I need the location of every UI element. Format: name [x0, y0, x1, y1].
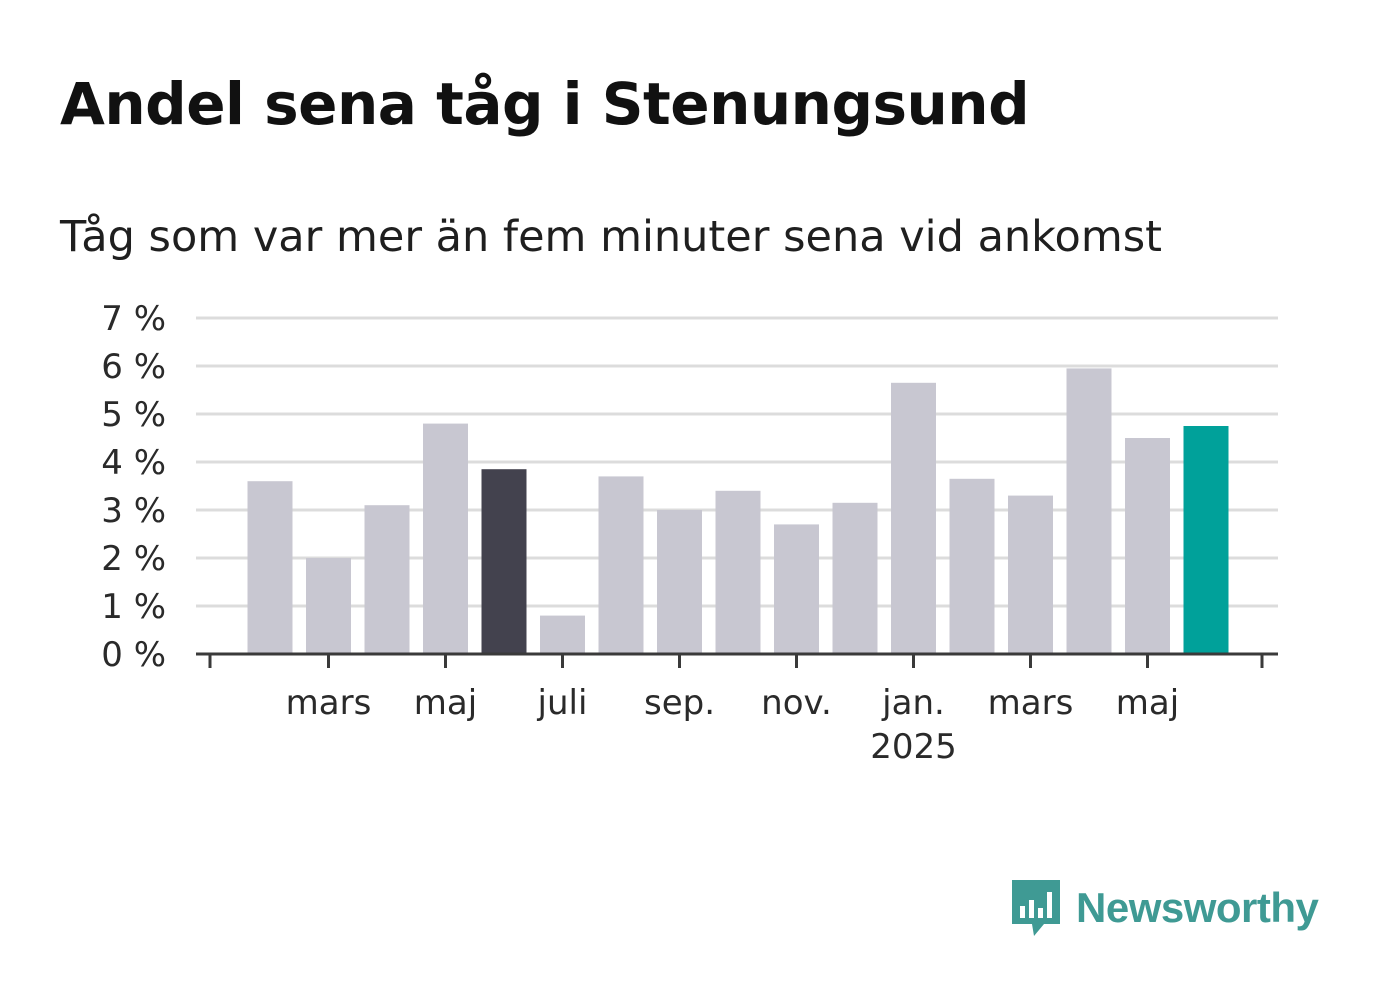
- bar-2025-05[interactable]: [1125, 438, 1170, 654]
- y-axis-ticks: 0 % 1 % 2 % 3 % 4 % 5 % 6 % 7 %: [101, 299, 166, 675]
- x-tick-label: maj: [1116, 683, 1179, 723]
- x-tick-label: maj: [414, 683, 477, 723]
- y-tick-label: 7 %: [101, 299, 166, 339]
- x-tick-label: juli: [537, 683, 588, 723]
- bar-2025-06[interactable]: [1183, 426, 1229, 654]
- bar-2025-02[interactable]: [949, 478, 995, 654]
- x-tick-label: sep.: [644, 683, 715, 723]
- y-tick-label: 5 %: [101, 395, 166, 435]
- bar-2024-12[interactable]: [832, 502, 878, 654]
- bar-2025-03[interactable]: [1008, 495, 1053, 654]
- bar-2024-02[interactable]: [247, 481, 293, 654]
- chart-title: Andel sena tåg i Stenungsund: [60, 70, 1030, 138]
- x-axis: [196, 652, 1278, 668]
- brand-name: Newsworthy: [1076, 884, 1319, 931]
- chart-subtitle: Tåg som var mer än fem minuter sena vid …: [60, 212, 1163, 262]
- newsworthy-brand[interactable]: Newsworthy: [1010, 878, 1319, 938]
- x-tick-label: mars: [988, 683, 1074, 723]
- y-tick-label: 1 %: [101, 587, 166, 627]
- bar-2024-09[interactable]: [657, 510, 702, 654]
- bar-2024-07[interactable]: [540, 615, 585, 654]
- x-tick-label: nov.: [761, 683, 832, 723]
- x-tick-label: mars: [286, 683, 372, 723]
- bar-2024-03[interactable]: [306, 558, 351, 654]
- y-tick-label: 6 %: [101, 347, 166, 387]
- bar-2024-10[interactable]: [715, 490, 761, 654]
- bar-2024-05[interactable]: [423, 423, 468, 654]
- bar-2025-04[interactable]: [1066, 368, 1112, 654]
- y-tick-label: 2 %: [101, 539, 166, 579]
- y-tick-label: 4 %: [101, 443, 166, 483]
- x-axis-ticks: mars maj juli sep. nov. jan. 2025 mars maj: [286, 654, 1179, 767]
- newsworthy-logo-icon: [1012, 880, 1060, 936]
- bar-2024-11[interactable]: [774, 524, 819, 654]
- y-tick-label: 0 %: [101, 635, 166, 675]
- bar-2024-08[interactable]: [598, 476, 644, 654]
- y-tick-label: 3 %: [101, 491, 166, 531]
- bar-2024-06[interactable]: [481, 469, 527, 654]
- bar-2024-04[interactable]: [364, 505, 410, 654]
- bar-2025-01[interactable]: [891, 382, 936, 654]
- bars: [247, 368, 1229, 654]
- x-tick-label: jan. 2025: [870, 683, 957, 767]
